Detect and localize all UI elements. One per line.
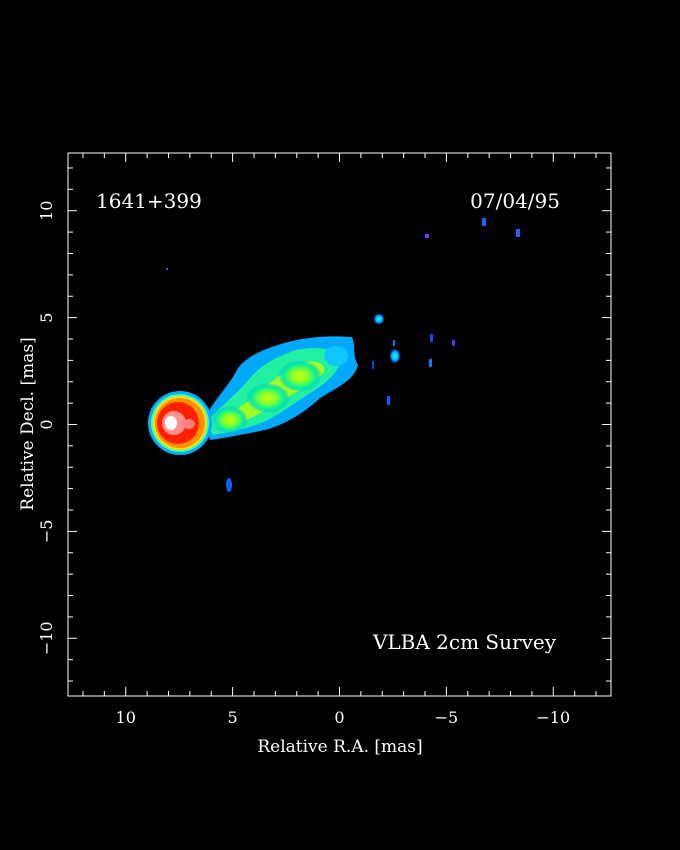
blob-c [226, 478, 232, 492]
y-tick-label: −10 [37, 621, 56, 655]
y-tick-label: −5 [37, 520, 56, 544]
speck-8 [372, 361, 374, 369]
jet-knot-3 [278, 360, 322, 392]
speck-2 [430, 334, 433, 342]
epoch-label: 07/04/95 [470, 189, 560, 213]
speck-5 [425, 234, 429, 238]
speck-4 [452, 340, 455, 346]
y-tick-labels: 10 5 0 −5 −10 [37, 201, 56, 656]
source-label: 1641+399 [96, 189, 202, 213]
survey-label: VLBA 2cm Survey [372, 630, 557, 654]
x-tick-label: 10 [116, 708, 136, 727]
speck-10 [393, 340, 395, 346]
x-tick-labels: 10 5 0 −5 −10 [116, 708, 571, 727]
y-tick-label: 10 [37, 201, 56, 221]
speck-3 [429, 359, 432, 367]
jet-knot-1 [212, 406, 248, 434]
speck-9 [166, 268, 168, 270]
y-tick-label: 5 [37, 313, 56, 323]
speck-7 [516, 229, 520, 237]
jet-knot-2 [246, 383, 290, 413]
core-secondary-peak [183, 419, 195, 429]
x-tick-label: 0 [334, 708, 344, 727]
intensity-map [148, 218, 520, 492]
x-tick-label: −5 [435, 708, 459, 727]
blob-a [373, 313, 385, 325]
y-axis-label: Relative Decl. [mas] [18, 337, 38, 510]
speck-1 [387, 396, 390, 405]
axis-ticks [68, 153, 611, 696]
blob-b [389, 348, 401, 364]
jet-knot-4 [324, 346, 348, 366]
core-peak [165, 416, 177, 430]
x-tick-label: 5 [228, 708, 238, 727]
speck-6 [482, 218, 486, 226]
x-tick-label: −10 [536, 708, 570, 727]
y-tick-label: 0 [37, 419, 56, 429]
x-axis-label: Relative R.A. [mas] [257, 737, 422, 757]
